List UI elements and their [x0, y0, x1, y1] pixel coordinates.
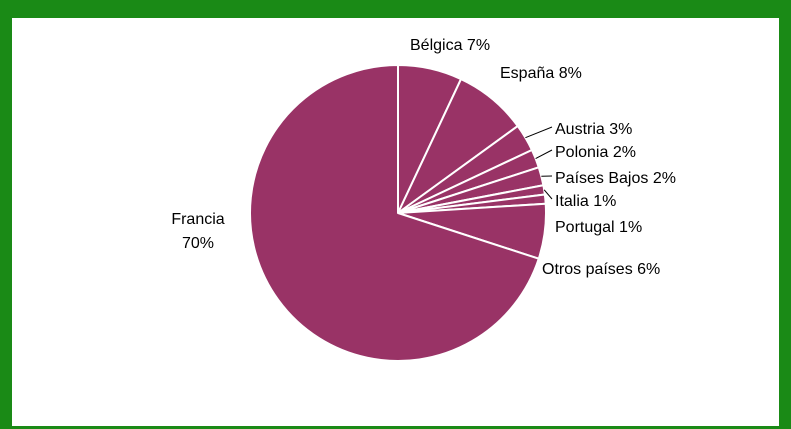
slice-labels: Bélgica 7% España 8% Austria 3% Polonia 2% P… [171, 37, 676, 278]
slice-label-line: Francia [171, 211, 224, 228]
slice-label-francia: Francia 70% [171, 211, 224, 252]
pie-slices [249, 64, 548, 362]
slice-label-austria: Austria 3% [555, 121, 632, 138]
slice-label-italia: Italia 1% [555, 193, 616, 210]
slice-label-paises-bajos: Países Bajos 2% [555, 170, 676, 187]
slice-label-otros-paises: Otros países 6% [542, 261, 660, 278]
leader-line-italia [543, 189, 553, 200]
leader-line-austria [525, 126, 553, 139]
slice-label-portugal: Portugal 1% [555, 219, 642, 236]
pie-slice-francia [249, 64, 540, 362]
slice-label-line: 70% [182, 235, 214, 252]
slice-label-polonia: Polonia 2% [555, 144, 636, 161]
leader-line-polonia [535, 149, 553, 159]
leader-lines [525, 126, 553, 200]
slice-label-belgica: Bélgica 7% [410, 37, 490, 54]
slice-label-espana: España 8% [500, 65, 582, 82]
